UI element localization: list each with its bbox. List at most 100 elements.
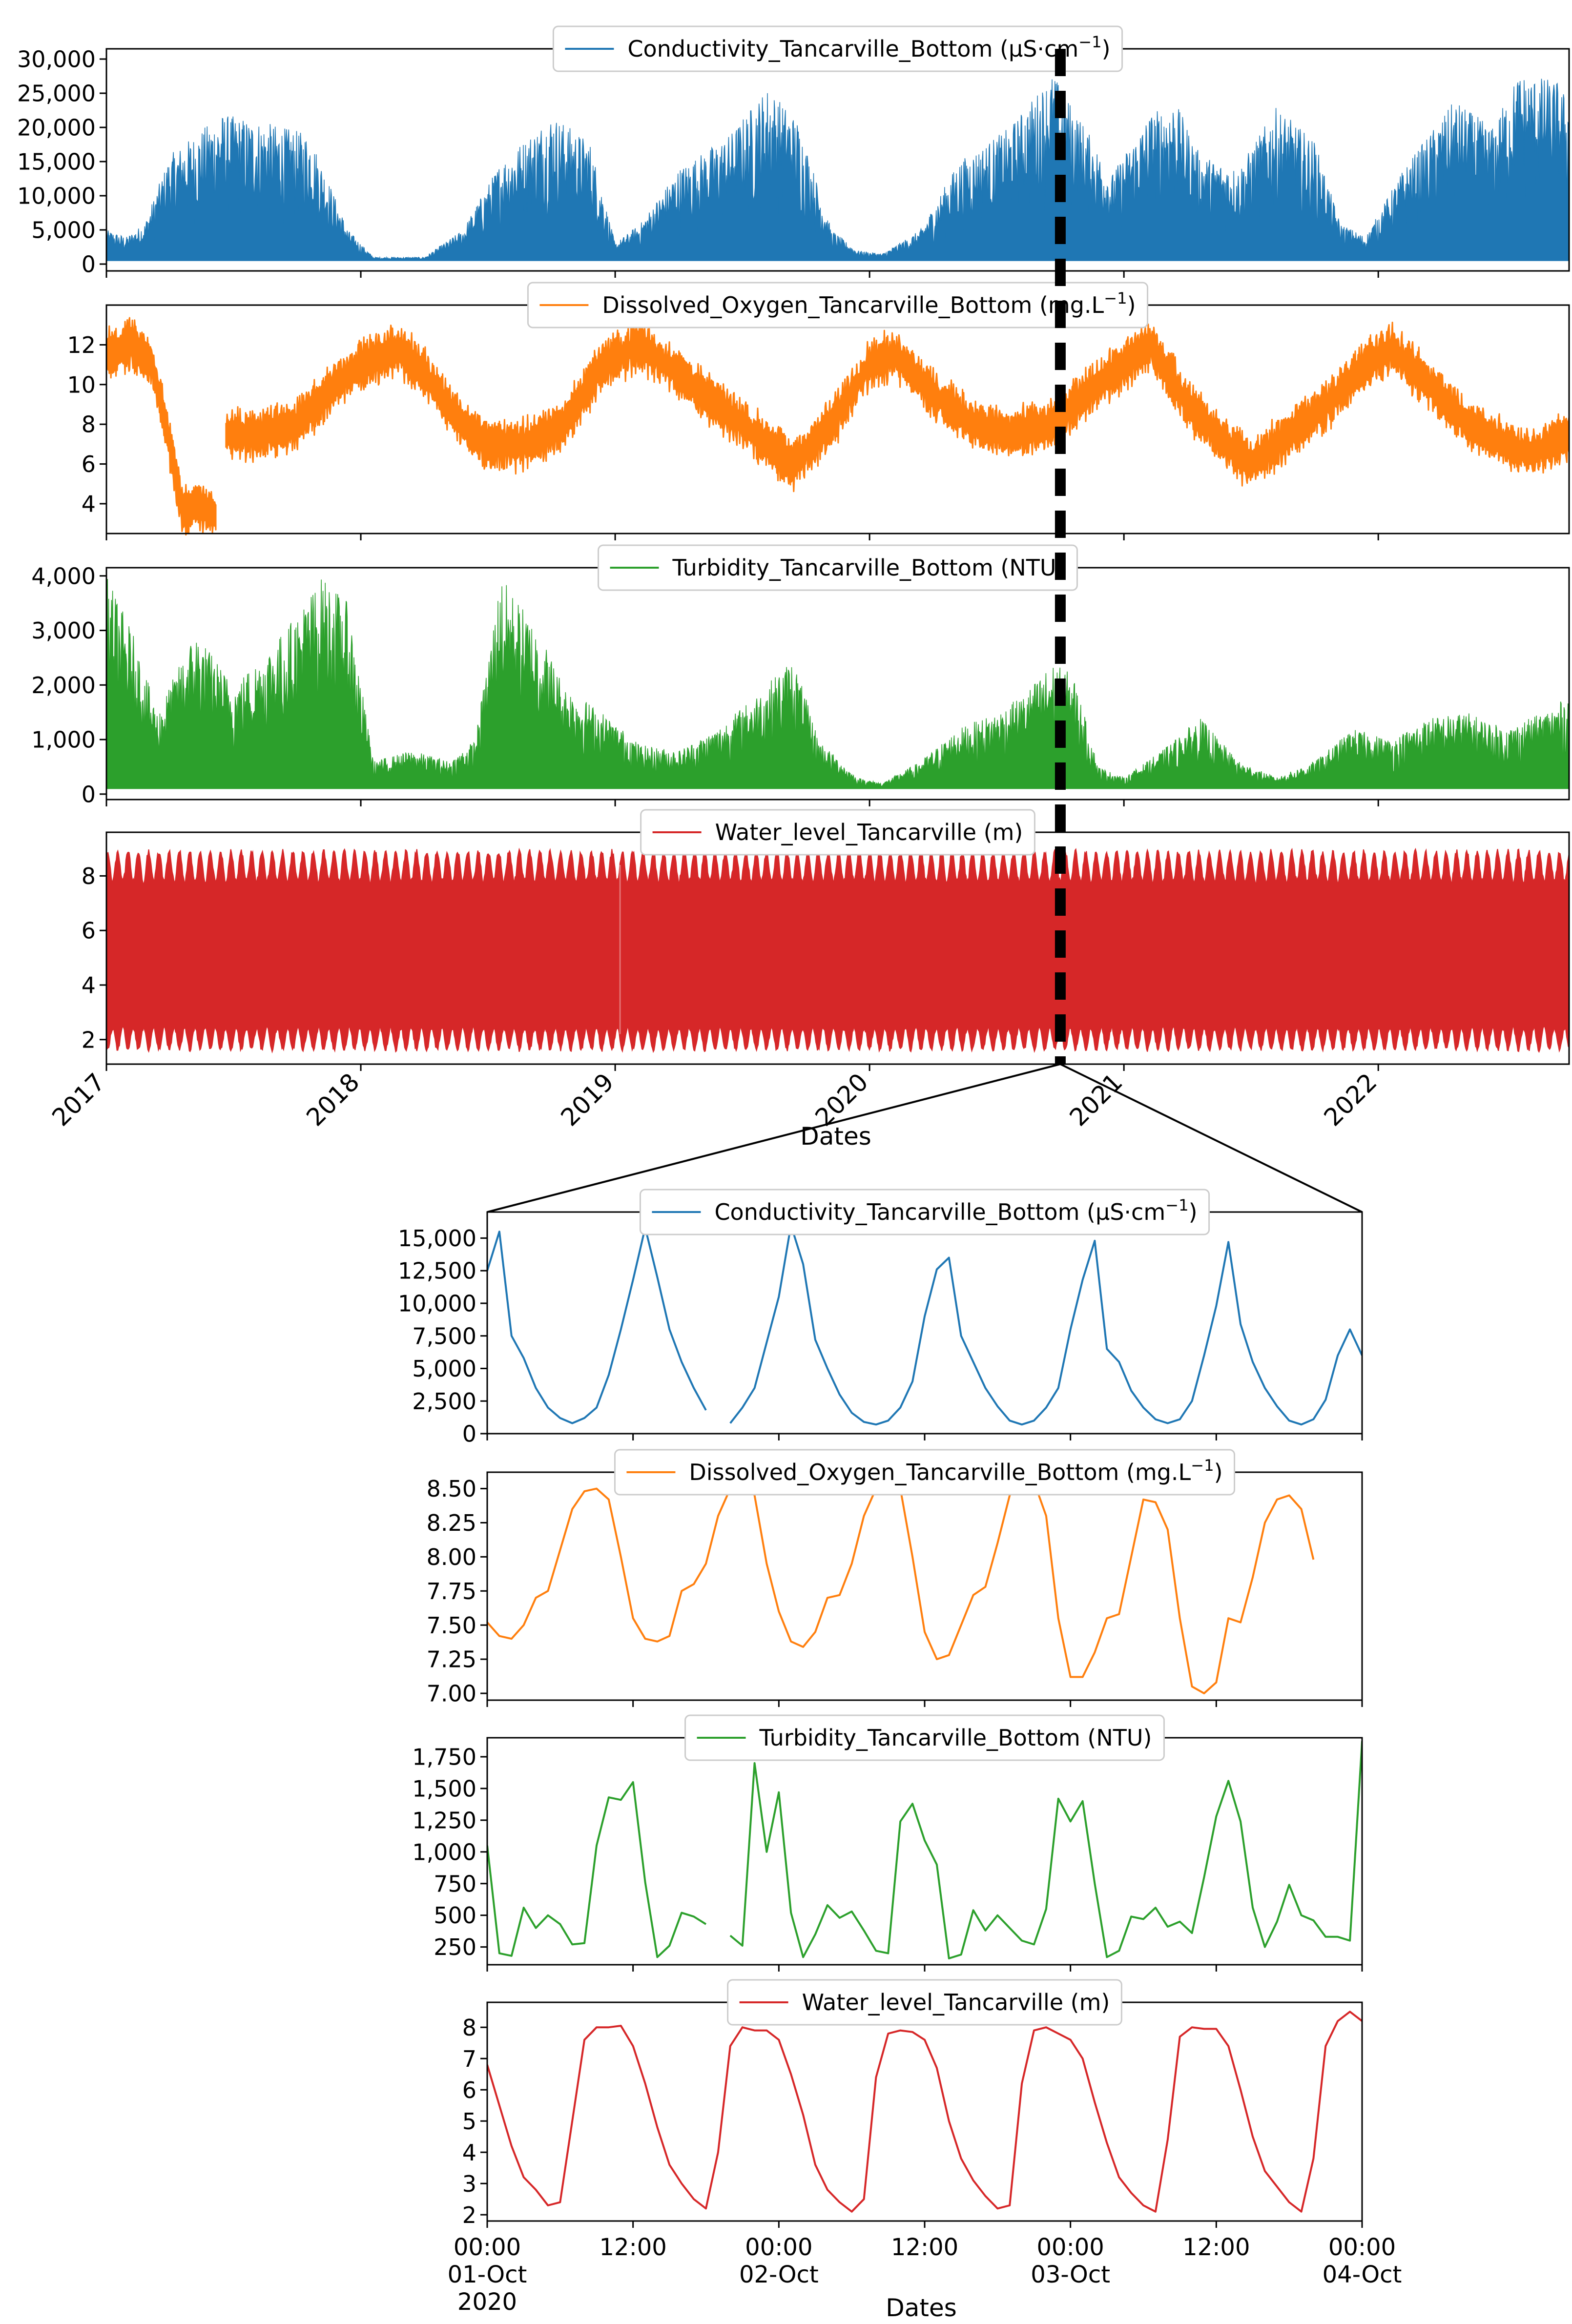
- overview-ytick-label: 6: [82, 451, 96, 477]
- zoom-ytick-label: 7.25: [427, 1646, 476, 1673]
- overview-ytick-label: 15,000: [17, 149, 96, 175]
- legend-box: [639, 1189, 1210, 1235]
- overview-panel-wl: 2 4 6 8 Water_level_Tancarville (m): [82, 809, 1570, 1071]
- overview-xtick-label: 2019: [556, 1068, 620, 1131]
- overview-ytick-label: 8: [82, 863, 96, 889]
- overview-panel-turb: 0 1,000 2,000 3,000 4,000 Turbidity_Tancarvil…: [31, 544, 1570, 807]
- overview-ytick-label: 0: [82, 781, 96, 807]
- overview-ytick-label: 2,000: [31, 672, 96, 699]
- zoom-frame-cond: [486, 1211, 1363, 1435]
- legend-box: [727, 1979, 1122, 2026]
- zoom-ytick-label: 8.50: [427, 1476, 476, 1502]
- zoom-xtick-label: 01-Oct: [448, 2261, 527, 2288]
- overview-ytick-label: 4: [82, 972, 96, 999]
- zoom-ytick-label: 7.75: [427, 1578, 476, 1604]
- zoom-ytick-label: 15,000: [398, 1225, 476, 1252]
- overview-xtick-label: 2018: [301, 1068, 365, 1131]
- overview-legend-oxy: Dissolved_Oxygen_Tancarville_Bottom (mg.…: [527, 282, 1149, 329]
- zoom-ytick-label: 8: [462, 2015, 476, 2041]
- zoom-xtick-label: 12:00: [600, 2234, 667, 2261]
- zoom-chart: 0 2,500 5,000 7,500 10,000 12,500 15,000 Conduc…: [398, 1189, 1402, 2316]
- zoom-legend-oxy: Dissolved_Oxygen_Tancarville_Bottom (mg.…: [614, 1449, 1236, 1496]
- zoom-xtick-label: 04-Oct: [1323, 2261, 1402, 2288]
- zoom-ytick-label: 10,000: [398, 1291, 476, 1317]
- overview-ytick-label: 6: [82, 918, 96, 944]
- legend-box: [684, 1714, 1165, 1761]
- zoom-panel-oxy: 7.00 7.25 7.50 7.75 8.00 8.25 8.50 Dissolved_Ox…: [427, 1449, 1363, 1707]
- overview-ytick-label: 8: [82, 411, 96, 438]
- zoom-xtick-label: 12:00: [1182, 2234, 1250, 2261]
- legend-label: Dissolved_Oxygen_Tancarville_Bottom (mg.…: [689, 1456, 1222, 1485]
- zoom-ytick-label: 6: [462, 2077, 476, 2103]
- zoom-legend-turb: Turbidity_Tancarville_Bottom (NTU): [684, 1714, 1165, 1761]
- zoom-legend-wl: Water_level_Tancarville (m): [727, 1979, 1122, 2026]
- zoom-ytick-label: 500: [434, 1902, 476, 1929]
- legend-label: Conductivity_Tancarville_Bottom (µS·cm−1…: [714, 1196, 1197, 1225]
- overview-series-turb: [106, 579, 1570, 789]
- zoom-xtick-label: 02-Oct: [739, 2261, 819, 2288]
- overview-ytick-label: 12: [67, 332, 96, 358]
- overview-legend-turb: Turbidity_Tancarville_Bottom (NTU): [598, 544, 1078, 591]
- zoom-series-turb-1: [487, 1781, 707, 1958]
- overview-chart: 0 5,000 10,000 15,000 20,000 25,000 30,000 Cond…: [17, 25, 1570, 1131]
- zoom-ytick-label: 750: [434, 1871, 476, 1897]
- zoom-frame-oxy: [486, 1471, 1363, 1701]
- overview-xtick-label: 2021: [1064, 1068, 1128, 1131]
- zoom-ytick-label: 5,000: [412, 1356, 476, 1382]
- zoom-ytick-label: 4: [462, 2139, 476, 2166]
- overview-ytick-label: 30,000: [17, 46, 96, 73]
- zoom-frame-turb: [486, 1737, 1363, 1966]
- overview-ytick-label: 25,000: [17, 81, 96, 107]
- overview-ytick-label: 4: [82, 491, 96, 517]
- overview-ytick-label: 1,000: [31, 727, 96, 753]
- zoom-ytick-label: 1,750: [412, 1744, 476, 1770]
- overview-series-cond: [106, 79, 1570, 261]
- overview-ytick-label: 2: [82, 1027, 96, 1053]
- overview-ytick-label: 3,000: [31, 617, 96, 644]
- connector-left: [487, 1063, 1061, 1213]
- legend-box: [614, 1449, 1236, 1496]
- zoom-x-axis-label: Dates: [886, 2294, 957, 2322]
- zoom-frame-wl: [486, 2001, 1363, 2222]
- legend-label: Water_level_Tancarville (m): [715, 819, 1023, 845]
- zoom-series-cond-2: [729, 1224, 1362, 1426]
- zoom-ytick-label: 7.00: [427, 1681, 476, 1707]
- connector-right: [1060, 1063, 1363, 1213]
- legend-box: [552, 25, 1123, 72]
- zoom-ytick-label: 250: [434, 1934, 476, 1960]
- legend-label: Water_level_Tancarville (m): [802, 1989, 1110, 2016]
- zoom-ytick-label: 7,500: [412, 1323, 476, 1349]
- overview-panel-oxy: 4 6 8 10 12 Dissolved_Oxygen_Tancarville_Bott…: [67, 282, 1570, 540]
- zoom-ytick-label: 1,000: [412, 1839, 476, 1865]
- overview-series-wl: [106, 847, 1570, 1054]
- zoom-ytick-label: 7: [462, 2046, 476, 2072]
- zoom-legend-cond: Conductivity_Tancarville_Bottom (µS·cm−1…: [639, 1189, 1210, 1235]
- overview-ytick-label: 10: [67, 371, 96, 398]
- zoom-ytick-label: 1,250: [412, 1807, 476, 1833]
- overview-legend-wl: Water_level_Tancarville (m): [640, 809, 1035, 856]
- zoom-ytick-label: 7.50: [427, 1612, 476, 1639]
- overview-ytick-label: 5,000: [31, 217, 96, 244]
- overview-ytick-label: 0: [82, 251, 96, 278]
- overview-xtick-label: 2022: [1319, 1068, 1383, 1131]
- zoom-ytick-label: 0: [462, 1421, 476, 1447]
- zoom-ytick-label: 8.00: [427, 1544, 476, 1570]
- zoom-panel-turb: 250 500 750 1,000 1,250 1,500 1,750 Turbidity_T…: [412, 1714, 1363, 1972]
- zoom-xtick-label: 2020: [457, 2288, 517, 2316]
- overview-panel-cond: 0 5,000 10,000 15,000 20,000 25,000 30,000 Cond…: [17, 25, 1570, 278]
- overview-series-oxy-1: [105, 317, 217, 536]
- overview-legend-cond: Conductivity_Tancarville_Bottom (µS·cm−1…: [552, 25, 1123, 72]
- zoom-ytick-label: 5: [462, 2108, 476, 2135]
- zoom-xtick-label: 00:00: [745, 2234, 812, 2261]
- zoom-series-wl-1: [487, 2011, 1362, 2213]
- zoom-series-turb-2: [729, 1740, 1362, 1959]
- legend-box: [527, 282, 1149, 329]
- zoom-panel-cond: 0 2,500 5,000 7,500 10,000 12,500 15,000 Conduc…: [398, 1189, 1363, 1447]
- overview-xtick-label: 2017: [46, 1068, 110, 1131]
- zoom-xtick-label: 00:00: [1037, 2234, 1104, 2261]
- zoom-connector: [487, 1063, 1363, 1213]
- overview-series-oxy-2: [225, 318, 1570, 493]
- overview-ytick-label: 20,000: [17, 115, 96, 141]
- zoom-xtick-label: 03-Oct: [1031, 2261, 1110, 2288]
